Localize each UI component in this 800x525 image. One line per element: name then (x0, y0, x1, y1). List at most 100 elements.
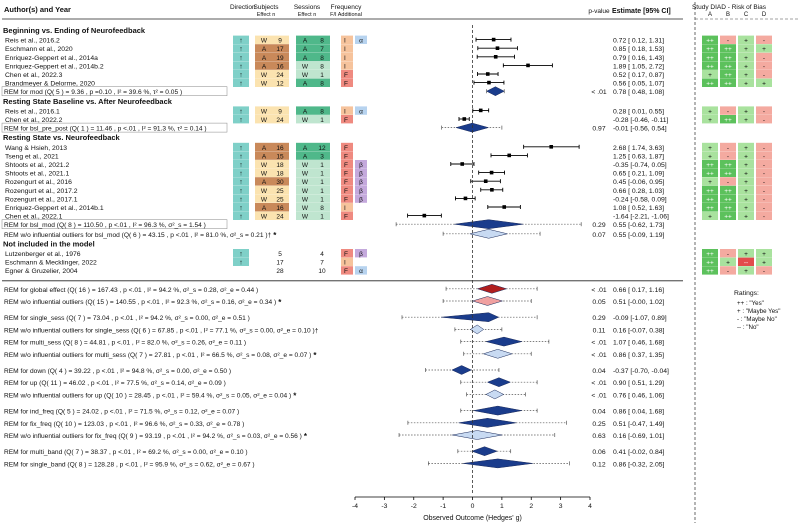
sessions-effect: A (303, 108, 308, 115)
p-value: 0.63 (592, 433, 605, 440)
model-label: REM w/o influential outliers for multi_s… (4, 352, 311, 359)
model-row: REM for multi_band (Q( 7 ) = 38.37 , p <… (4, 446, 665, 456)
header-subjects-sub: Effect n (257, 12, 276, 18)
rob-rating: -- (744, 260, 748, 267)
header-rob-title: Study DIAD - Risk of Bias (692, 4, 767, 11)
sessions-cell (296, 203, 330, 212)
point-estimate (526, 63, 530, 68)
rob-rating: + (744, 179, 748, 186)
subjects-cell (255, 142, 289, 152)
rob-cell (756, 211, 772, 220)
sessions-cell (296, 211, 330, 220)
direction-up-icon: ↑ (239, 81, 243, 88)
rob-rating: + (708, 153, 712, 160)
direction-up-icon: ↑ (239, 214, 243, 221)
sessions-effect: A (303, 81, 308, 88)
frequency-value: F (344, 117, 348, 124)
rob-rating: ++ (724, 205, 732, 212)
rob-cell (756, 160, 772, 169)
subjects-effect: W (261, 108, 268, 115)
summary-diamond (463, 458, 533, 469)
estimate-text: 0.86 [ 0.04, 1.68] (613, 409, 664, 416)
frequency-value: F (344, 251, 348, 258)
direction-up-icon: ↑ (239, 145, 243, 152)
sessions-effect: W (302, 72, 309, 79)
table-row: Chen et al., 2022.2 ↑ W 24 W 1 F -0.28 [-0.46, … (5, 115, 772, 124)
rob-cell (738, 257, 754, 266)
direction-cell (233, 257, 249, 266)
x-tick-label: 2 (529, 503, 533, 510)
estimate-text: 0.56 [ 0.05, 1.07] (613, 81, 664, 88)
p-value: < .01 (591, 340, 607, 347)
rob-rating: ++ (724, 117, 732, 124)
header-estimate: Estimate [95% CI] (612, 8, 671, 15)
rob-cell (738, 194, 754, 203)
rob-rating: - (763, 214, 765, 221)
p-value: 0.05 (592, 299, 605, 306)
model-label: REM w/o influential outliers for up (Q( … (4, 392, 291, 399)
rob-cell (756, 106, 772, 115)
direction-cell (233, 106, 249, 115)
subjects-effect: W (261, 188, 268, 195)
subjects-n: 17 (276, 46, 284, 53)
x-tick-label: -1 (440, 503, 446, 510)
direction-up-icon: ↑ (239, 153, 243, 160)
table-row: Tseng et al., 2021 ↑ A 15 A 3 F 1.25 [ 0.63, 1.… (5, 151, 772, 160)
rob-cell (738, 52, 754, 62)
frequency-cell (341, 44, 353, 53)
legend-item: -- : "No" (737, 324, 759, 331)
model-row: REM for down (Q( 4 ) = 39.22 , p <.01 , … (4, 365, 669, 375)
sessions-cell (296, 52, 330, 62)
rob-cell (702, 211, 718, 220)
sessions-n: 1 (320, 179, 324, 186)
rob-cell (720, 106, 736, 115)
additional-value: β (359, 179, 363, 186)
additional-cell (355, 194, 367, 203)
rob-rating: - (727, 153, 729, 160)
subjects-cell (255, 203, 289, 212)
model-label: REM w/o influential outliers for bsl_mod… (4, 232, 272, 239)
sessions-n: 1 (320, 117, 324, 124)
header-sessions: Sessions (294, 4, 321, 11)
legend-item: - : "Maybe No" (737, 316, 777, 323)
rob-rating: - (763, 145, 765, 152)
sessions-effect: A (303, 38, 308, 45)
frequency-value: F (344, 153, 348, 160)
rob-rating: + (744, 72, 748, 79)
sessions-cell (296, 160, 330, 169)
point-estimate (549, 145, 554, 149)
estimate-text: 0.16 [-0.07, 0.38] (613, 327, 665, 334)
additional-value: β (359, 171, 363, 178)
section-row: Beginning vs. Ending of Neurofeedback (3, 26, 146, 35)
p-value: < .01 (591, 352, 607, 359)
header-rob-col: D (762, 12, 767, 18)
study-label: Tseng et al., 2021 (5, 153, 59, 160)
rob-rating: - (763, 117, 765, 124)
model-row: REM for bsl_pre_post (Q( 1 ) = 11.46 , p… (1, 122, 667, 133)
rob-rating: ++ (706, 260, 714, 267)
point-estimate (487, 80, 491, 85)
subjects-effect: A (262, 205, 267, 212)
direction-up-icon: ↑ (239, 108, 243, 115)
rob-cell (756, 185, 772, 195)
study-label: Chen et al., 2022.2 (5, 117, 63, 124)
rob-cell (720, 203, 736, 212)
header-sessions-sub: Effect n (298, 12, 317, 18)
direction-cell (233, 70, 249, 79)
rob-rating: - (763, 108, 765, 115)
estimate-text: 0.52 [ 0.17, 0.87] (613, 72, 664, 79)
point-estimate (489, 170, 494, 175)
frequency-cell (341, 78, 353, 87)
direction-cell (233, 52, 249, 62)
rob-cell (720, 185, 736, 195)
subjects-cell (255, 115, 289, 124)
outlier-star: * (273, 231, 277, 240)
subjects-n: 9 (278, 108, 282, 115)
sessions-effect: A (303, 145, 308, 152)
rob-cell (756, 203, 772, 212)
section-title: Beginning vs. Ending of Neurofeedback (3, 26, 146, 35)
rob-cell (720, 35, 736, 44)
subjects-cell (255, 160, 289, 169)
